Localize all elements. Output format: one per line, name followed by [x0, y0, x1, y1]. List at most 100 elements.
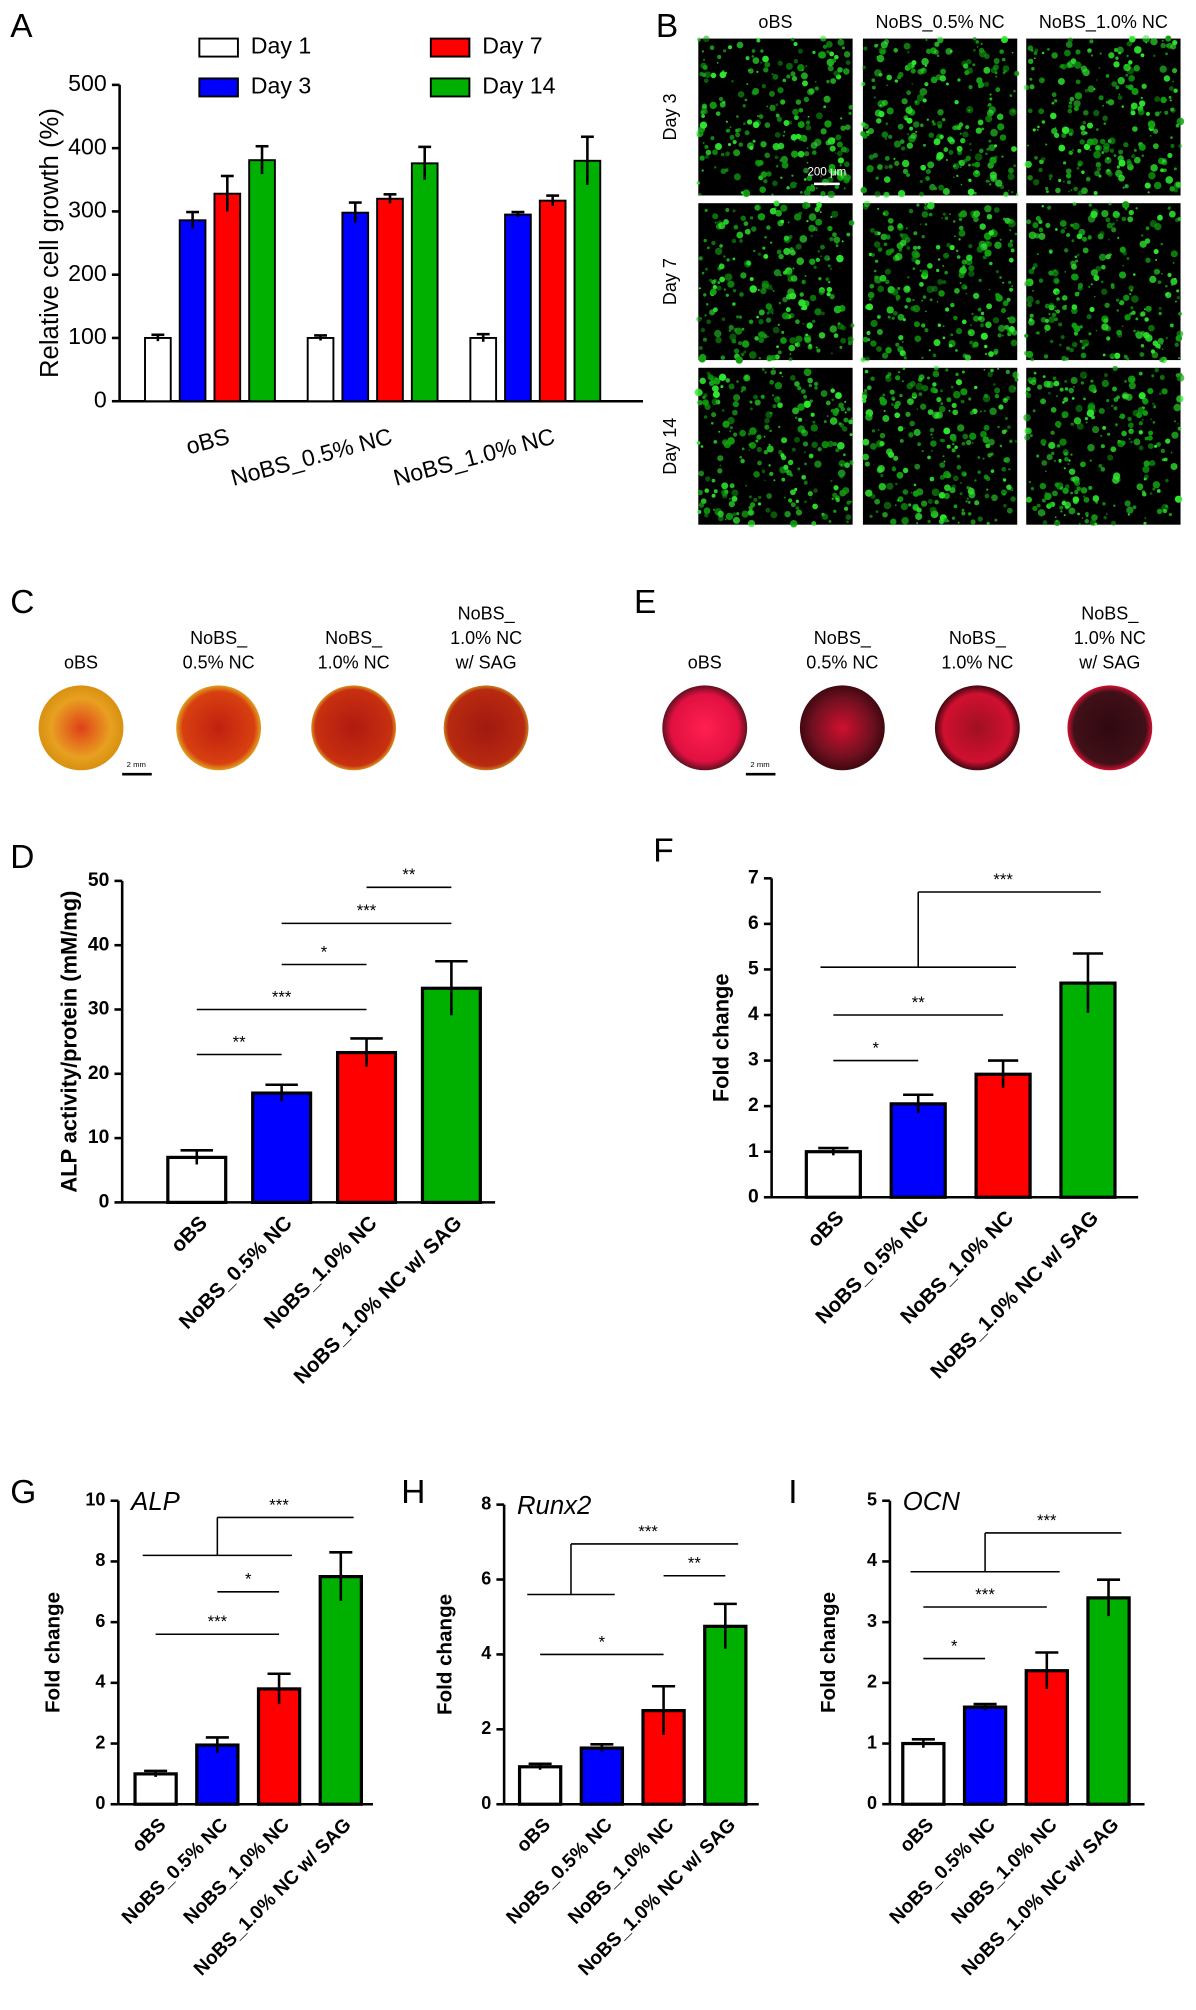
cell-signal	[698, 287, 701, 290]
cell-signal	[952, 442, 955, 446]
cell-signal	[907, 51, 910, 54]
cell-signal	[873, 96, 876, 99]
dish	[176, 685, 262, 771]
cell-signal	[957, 150, 963, 156]
cell-signal	[876, 54, 885, 63]
cell-signal	[1036, 454, 1040, 458]
cell-signal	[1131, 87, 1139, 96]
cell-signal	[1033, 371, 1037, 375]
cell-signal	[959, 266, 967, 274]
cell-signal	[882, 511, 888, 518]
cell-signal	[989, 171, 997, 179]
cell-signal	[763, 479, 766, 482]
cell-signal	[931, 436, 934, 439]
cell-signal	[1086, 122, 1094, 129]
cell-signal	[879, 432, 886, 439]
cell-signal	[736, 512, 740, 516]
dish	[1067, 685, 1153, 771]
cell-signal	[698, 470, 705, 477]
cell-signal	[820, 255, 822, 258]
cell-signal	[796, 257, 805, 266]
cell-signal	[1050, 112, 1057, 120]
cell-signal	[801, 279, 806, 285]
cell-signal	[1048, 174, 1053, 179]
cell-signal	[1027, 58, 1034, 65]
cell-signal	[1117, 440, 1125, 448]
cell-signal	[1050, 430, 1055, 435]
cell-signal	[902, 168, 909, 174]
panel-label: H	[401, 1474, 425, 1511]
cell-signal	[768, 443, 771, 446]
cell-signal	[1050, 407, 1057, 413]
cell-signal	[1143, 460, 1150, 467]
cell-signal	[1028, 231, 1037, 240]
cell-signal	[1086, 409, 1095, 417]
cell-signal	[882, 212, 886, 216]
cell-signal	[1173, 167, 1177, 171]
cell-signal	[717, 54, 722, 59]
cell-signal	[1140, 343, 1145, 348]
cell-signal	[943, 427, 951, 435]
cell-signal	[1059, 438, 1067, 446]
cell-signal	[971, 344, 976, 348]
cell-signal	[756, 434, 762, 440]
y-tick-label: 2	[95, 1732, 105, 1752]
cell-signal	[1172, 262, 1175, 264]
cell-signal	[893, 48, 899, 53]
cell-signal	[1176, 395, 1184, 403]
cell-signal	[806, 147, 809, 150]
cell-signal	[795, 506, 800, 510]
cell-signal	[784, 510, 791, 518]
cell-signal	[1128, 382, 1136, 390]
cell-signal	[741, 510, 749, 518]
cell-signal	[911, 60, 917, 66]
cell-signal	[761, 469, 766, 474]
cell-signal	[1127, 84, 1134, 91]
cell-signal	[929, 506, 937, 514]
cell-signal	[827, 225, 833, 232]
cell-signal	[1169, 99, 1172, 102]
cell-signal	[712, 508, 715, 511]
cell-signal	[777, 87, 784, 94]
bar	[974, 1072, 1032, 1199]
cell-signal	[1054, 482, 1060, 488]
cell-signal	[1113, 352, 1121, 359]
cell-signal	[810, 424, 818, 432]
cell-signal	[875, 176, 879, 180]
cell-signal	[773, 269, 781, 277]
cell-signal	[1032, 409, 1036, 413]
cell-signal	[1074, 490, 1079, 495]
cell-signal	[846, 520, 849, 524]
cell-signal	[1112, 210, 1121, 219]
cell-signal	[948, 409, 951, 412]
cell-signal	[930, 433, 933, 436]
cell-signal	[942, 280, 947, 285]
cell-signal	[885, 279, 890, 285]
cell-signal	[1128, 209, 1134, 216]
y-tick-label: 0	[748, 1186, 759, 1207]
cell-signal	[879, 441, 885, 447]
cell-signal	[1044, 492, 1052, 501]
cell-signal	[1007, 317, 1010, 320]
cell-signal	[1001, 466, 1007, 472]
cell-signal	[880, 41, 888, 49]
cell-signal	[785, 307, 791, 313]
cell-signal	[792, 267, 795, 270]
cell-signal	[700, 445, 704, 448]
cell-signal	[804, 451, 807, 454]
cell-signal	[840, 125, 846, 131]
cell-signal	[982, 255, 987, 260]
cell-signal	[1002, 300, 1009, 307]
cell-signal	[1045, 222, 1051, 228]
significance-label: *	[245, 1570, 252, 1589]
cell-signal	[1116, 219, 1119, 222]
cell-signal	[726, 258, 730, 262]
cell-signal	[919, 269, 922, 272]
cell-signal	[1173, 88, 1178, 93]
column-label: oBS	[758, 12, 792, 32]
cell-signal	[815, 346, 818, 349]
cell-signal	[715, 336, 722, 344]
cell-signal	[773, 479, 776, 482]
cell-signal	[756, 315, 759, 319]
cell-signal	[769, 471, 774, 476]
